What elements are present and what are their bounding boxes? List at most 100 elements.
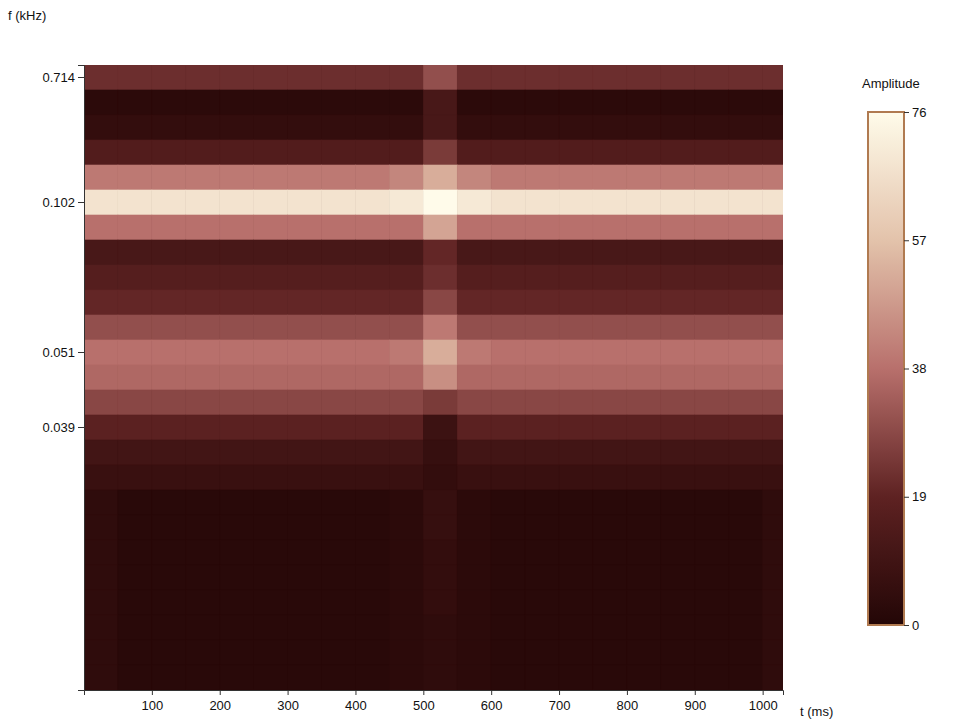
cell bbox=[729, 465, 763, 490]
cell bbox=[627, 365, 661, 390]
cell bbox=[118, 340, 152, 365]
cell bbox=[559, 440, 593, 465]
cell bbox=[84, 615, 118, 640]
cell bbox=[627, 140, 661, 165]
cell bbox=[627, 340, 661, 365]
cell bbox=[118, 190, 152, 215]
cell bbox=[763, 290, 783, 315]
cell bbox=[593, 115, 627, 140]
cell bbox=[118, 415, 152, 440]
cell bbox=[355, 665, 389, 690]
cell bbox=[288, 390, 322, 415]
x-tick-mark bbox=[763, 690, 764, 695]
cell bbox=[118, 365, 152, 390]
cell bbox=[389, 640, 423, 665]
cell bbox=[423, 140, 457, 165]
y-tick-mark bbox=[78, 352, 84, 353]
colorbar-tick-mark bbox=[904, 497, 909, 498]
cell bbox=[695, 665, 729, 690]
cell bbox=[423, 440, 457, 465]
cell bbox=[84, 490, 118, 515]
cell bbox=[220, 665, 254, 690]
x-tick-label: 800 bbox=[617, 698, 639, 713]
cell bbox=[491, 90, 525, 115]
cell bbox=[118, 665, 152, 690]
x-tick-mark bbox=[695, 690, 696, 695]
cell bbox=[186, 90, 220, 115]
cell bbox=[220, 390, 254, 415]
cell bbox=[84, 190, 118, 215]
cell bbox=[254, 65, 288, 90]
cell bbox=[355, 340, 389, 365]
cell bbox=[627, 240, 661, 265]
cell bbox=[729, 340, 763, 365]
cell bbox=[389, 340, 423, 365]
cell bbox=[729, 90, 763, 115]
cell bbox=[84, 590, 118, 615]
colorbar-title: Amplitude bbox=[862, 76, 920, 91]
colorbar-tick-label: 0 bbox=[912, 618, 919, 633]
cell bbox=[84, 665, 118, 690]
cell bbox=[355, 290, 389, 315]
cell bbox=[593, 140, 627, 165]
cell bbox=[423, 390, 457, 415]
cell bbox=[220, 140, 254, 165]
cell bbox=[457, 615, 491, 640]
cell bbox=[729, 240, 763, 265]
cell bbox=[288, 615, 322, 640]
cell bbox=[559, 240, 593, 265]
cell bbox=[118, 515, 152, 540]
y-tick-mark bbox=[78, 77, 84, 78]
cell bbox=[288, 65, 322, 90]
colorbar-axis: 019385776 bbox=[904, 105, 926, 633]
cell bbox=[695, 515, 729, 540]
cell bbox=[152, 465, 186, 490]
cell bbox=[118, 140, 152, 165]
cell bbox=[84, 90, 118, 115]
cell bbox=[423, 90, 457, 115]
cell bbox=[491, 290, 525, 315]
cell bbox=[288, 340, 322, 365]
cell bbox=[491, 440, 525, 465]
cell bbox=[491, 465, 525, 490]
cell bbox=[457, 240, 491, 265]
cell bbox=[661, 540, 695, 565]
cell bbox=[220, 315, 254, 340]
cell bbox=[355, 465, 389, 490]
cell bbox=[152, 390, 186, 415]
cell bbox=[491, 215, 525, 240]
cell bbox=[695, 215, 729, 240]
x-tick: 800 bbox=[617, 690, 639, 713]
cell bbox=[593, 65, 627, 90]
cell bbox=[254, 540, 288, 565]
y-tick: 0.051 bbox=[42, 345, 84, 360]
cell bbox=[593, 315, 627, 340]
cell bbox=[288, 440, 322, 465]
cell bbox=[763, 465, 783, 490]
cell bbox=[661, 365, 695, 390]
cell bbox=[559, 640, 593, 665]
cell bbox=[84, 240, 118, 265]
cell bbox=[355, 515, 389, 540]
cell bbox=[457, 315, 491, 340]
cell bbox=[491, 315, 525, 340]
cell bbox=[457, 190, 491, 215]
cell bbox=[152, 240, 186, 265]
cell bbox=[152, 565, 186, 590]
cell bbox=[84, 540, 118, 565]
cell bbox=[186, 65, 220, 90]
cell bbox=[491, 190, 525, 215]
cell bbox=[254, 315, 288, 340]
cell bbox=[152, 615, 186, 640]
cell bbox=[457, 440, 491, 465]
cell bbox=[389, 365, 423, 390]
cell bbox=[322, 165, 356, 190]
cell bbox=[389, 540, 423, 565]
cell bbox=[288, 290, 322, 315]
cell bbox=[593, 490, 627, 515]
y-tick-mark bbox=[78, 202, 84, 203]
cell bbox=[593, 365, 627, 390]
cell bbox=[322, 315, 356, 340]
cell bbox=[525, 165, 559, 190]
cell bbox=[695, 190, 729, 215]
